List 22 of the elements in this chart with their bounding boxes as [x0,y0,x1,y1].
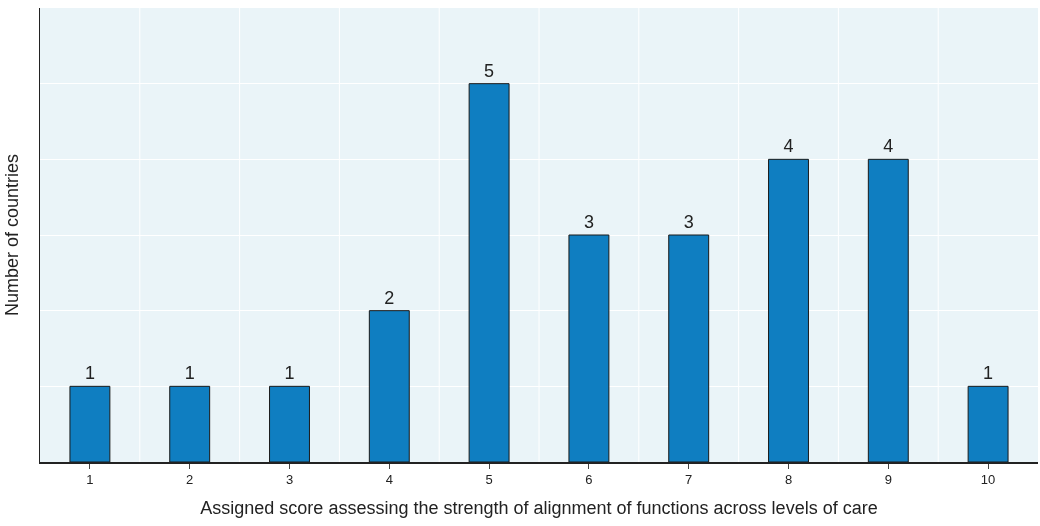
data-label: 4 [883,136,894,157]
x-axis-title: Assigned score assessing the strength of alignment of functions across levels of care [200,497,878,518]
data-label: 3 [583,212,594,232]
data-label: 5 [484,60,495,81]
x-tick-label: 3 [285,472,294,488]
x-tick-label: 10 [980,472,996,488]
data-label: 4 [783,136,794,157]
data-label: 3 [683,212,694,232]
x-tick-label: 7 [685,472,693,488]
data-label: 1 [184,363,195,384]
x-tick-label: 9 [884,472,892,488]
x-tick-label: 2 [186,472,194,488]
y-axis-title: Number of countries [2,153,23,317]
data-label: 2 [384,287,395,308]
x-tick-label: 4 [385,472,393,488]
x-tick-label: 5 [485,472,493,488]
data-label: 1 [84,363,95,384]
x-tick-label: 8 [784,472,793,488]
data-label: 1 [284,363,295,384]
x-tick-label: 1 [86,472,94,488]
x-tick-label: 6 [585,472,593,488]
data-label: 1 [983,363,994,384]
